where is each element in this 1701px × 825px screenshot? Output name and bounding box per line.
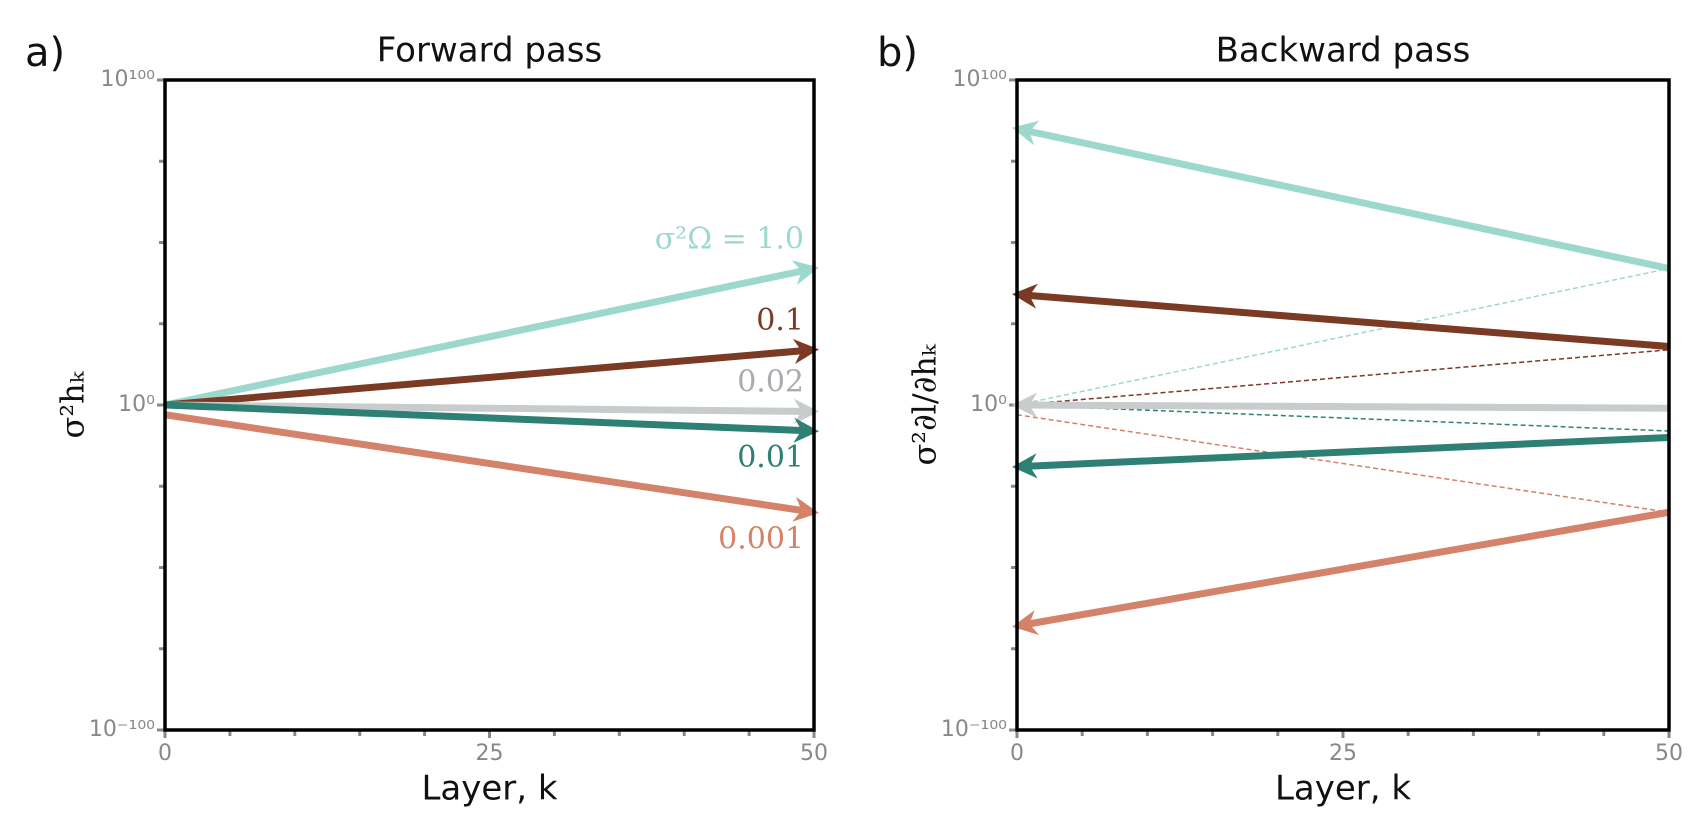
series-line <box>164 260 819 409</box>
series-line <box>1016 414 1670 513</box>
x-tick-label: 25 <box>1329 741 1357 766</box>
series-line <box>164 411 819 522</box>
y-tick-label: 10¹⁰⁰ <box>953 67 1008 92</box>
series-line <box>1011 392 1670 418</box>
series-line <box>164 338 820 409</box>
series-line <box>1011 434 1670 479</box>
y-tick-label: 10⁻¹⁰⁰ <box>89 717 155 742</box>
x-tick-label: 0 <box>158 741 172 766</box>
y-axis-label: σ²∂l/∂hₖ <box>906 343 944 465</box>
y-axis-label: σ²hₖ <box>54 370 92 438</box>
y-tick-label: 10⁰ <box>970 392 1007 417</box>
series-line <box>1012 508 1670 635</box>
series-line <box>1016 349 1670 406</box>
plot-frame <box>1015 78 1671 732</box>
x-tick-label: 50 <box>1655 741 1683 766</box>
x-tick-label: 25 <box>476 741 504 766</box>
panel-label: b) <box>877 30 918 76</box>
series-line <box>1011 283 1670 350</box>
x-axis-label: Layer, k <box>1275 769 1411 809</box>
series-label: σ²Ω = 1.0 <box>655 222 804 257</box>
plot-frame <box>163 78 816 732</box>
x-tick-label: 0 <box>1010 741 1024 766</box>
x-tick-label: 50 <box>800 741 828 766</box>
y-tick-label: 10⁰ <box>118 392 155 417</box>
y-tick-label: 10¹⁰⁰ <box>101 67 156 92</box>
series-label: 0.01 <box>737 440 804 475</box>
series-label: 0.02 <box>737 365 804 400</box>
series-label: 0.001 <box>718 521 804 556</box>
chart-title: Forward pass <box>377 31 602 71</box>
y-tick-label: 10⁻¹⁰⁰ <box>941 717 1007 742</box>
series-label: 0.1 <box>756 303 804 338</box>
chart-title: Backward pass <box>1216 31 1471 71</box>
series-line <box>164 401 820 443</box>
series-line <box>1012 120 1670 272</box>
x-axis-label: Layer, k <box>421 769 557 809</box>
series-line <box>1016 267 1670 406</box>
series-line <box>1016 404 1670 432</box>
panel-label: a) <box>25 30 65 76</box>
